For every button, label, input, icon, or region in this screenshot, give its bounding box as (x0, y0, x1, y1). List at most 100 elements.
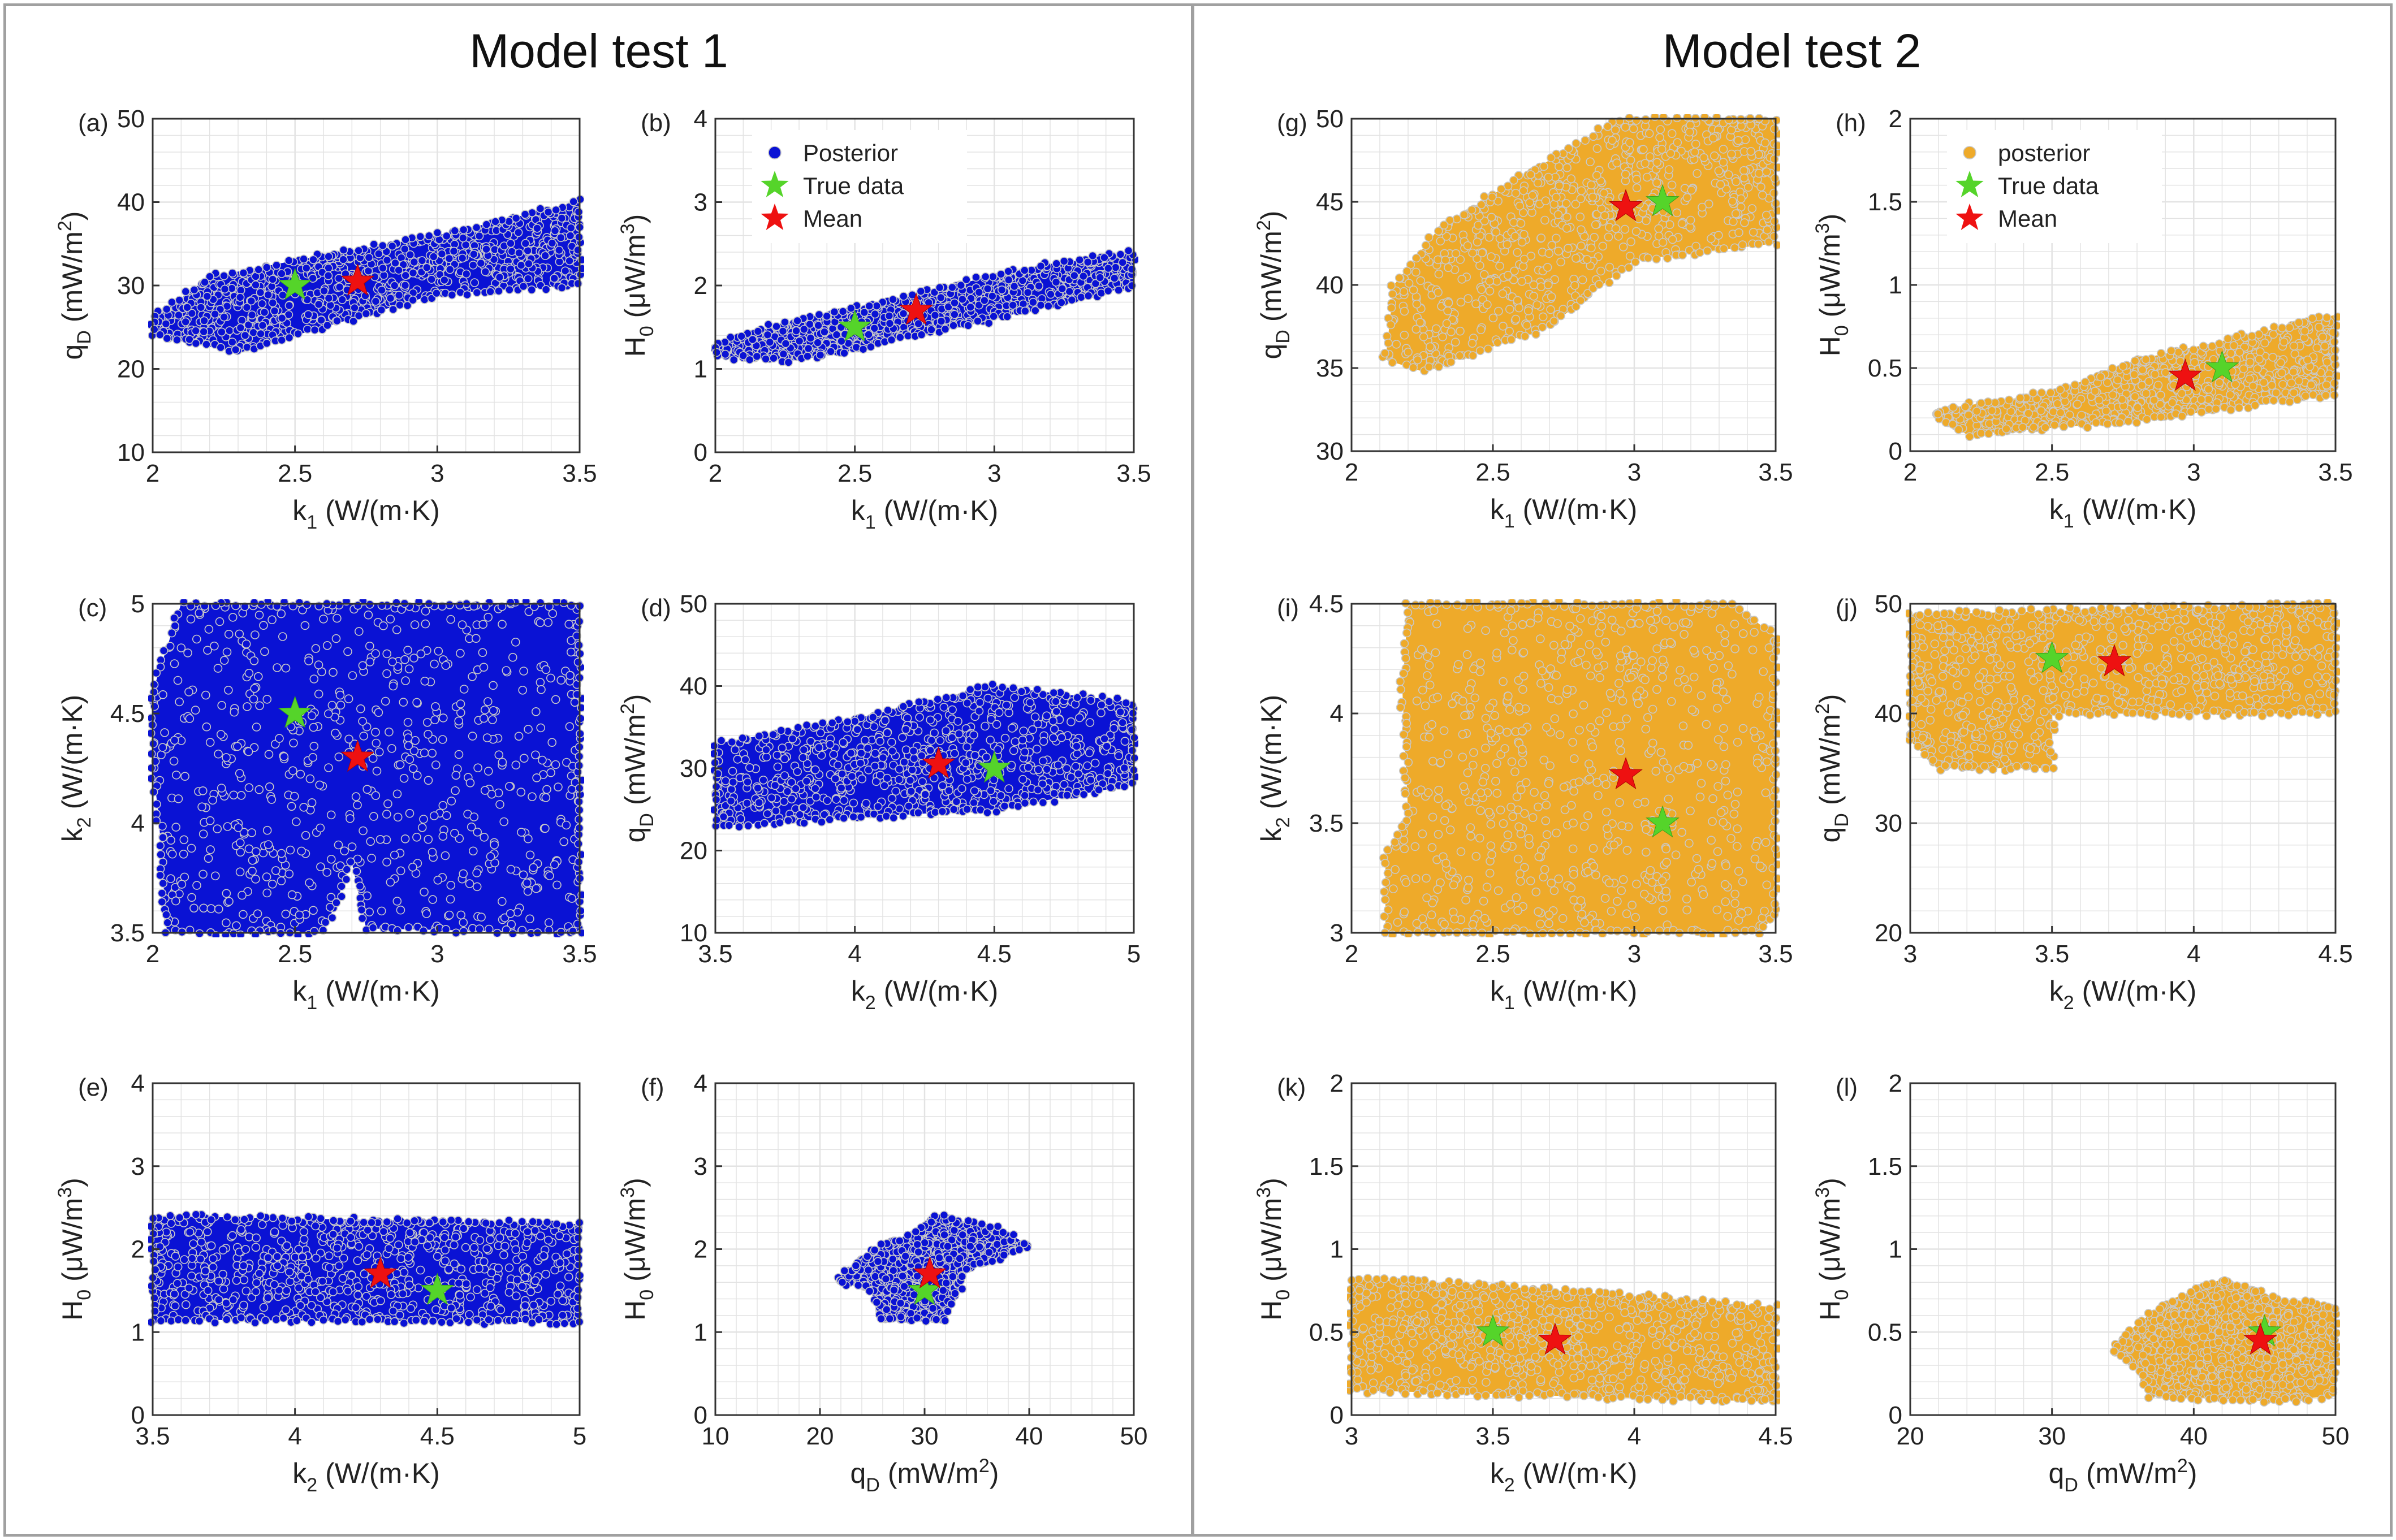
posterior-point (400, 834, 410, 843)
posterior-point (170, 1290, 179, 1299)
posterior-point (519, 282, 528, 291)
posterior-point (754, 732, 764, 741)
posterior-point (392, 599, 401, 607)
posterior-point (527, 285, 537, 295)
posterior-point (526, 1287, 536, 1296)
posterior-point (524, 725, 533, 734)
posterior-point (544, 918, 554, 927)
posterior-point (870, 1272, 880, 1281)
posterior-point (405, 1281, 414, 1290)
posterior-point (993, 745, 1003, 754)
y-tick-label: 2 (694, 272, 707, 300)
posterior-point (520, 1301, 530, 1310)
y-tick-label: 5 (131, 590, 145, 618)
posterior-point (416, 232, 425, 241)
posterior-point (560, 266, 570, 276)
posterior-point (204, 854, 213, 863)
posterior-point (791, 784, 800, 793)
posterior-point (741, 755, 750, 764)
posterior-point (156, 662, 165, 672)
posterior-point (936, 293, 946, 302)
posterior-point (1048, 716, 1057, 725)
posterior-point (564, 620, 574, 629)
posterior-point (577, 703, 584, 712)
posterior-point (251, 280, 260, 289)
posterior-point (268, 275, 278, 284)
posterior-point (1067, 295, 1077, 305)
posterior-point (1079, 271, 1088, 281)
posterior-point (281, 1305, 291, 1314)
posterior-point (244, 747, 253, 756)
posterior-point (214, 1295, 223, 1304)
posterior-point (901, 745, 911, 755)
posterior-point (307, 798, 317, 807)
posterior-point (878, 753, 888, 763)
posterior-point (556, 676, 566, 685)
posterior-point (327, 913, 337, 923)
posterior-point (926, 746, 935, 755)
posterior-point (444, 1265, 454, 1274)
posterior-point (1113, 694, 1122, 703)
posterior-point (1054, 760, 1063, 769)
posterior-point (379, 621, 388, 630)
posterior-point (864, 330, 873, 339)
posterior-point (346, 814, 355, 823)
posterior-point (350, 303, 359, 313)
y-tick-label: 4 (694, 105, 707, 133)
posterior-point (386, 1290, 396, 1299)
posterior-point (943, 1307, 952, 1316)
posterior-point (163, 918, 172, 927)
posterior-point (966, 302, 975, 312)
posterior-point (475, 1236, 485, 1245)
posterior-point (831, 774, 840, 784)
posterior-point (404, 741, 413, 750)
posterior-point (399, 1318, 409, 1328)
posterior-point (324, 252, 333, 261)
posterior-point (742, 798, 752, 808)
posterior-point (167, 849, 177, 859)
posterior-point (357, 905, 366, 915)
posterior-point (206, 1215, 216, 1225)
posterior-point (898, 1271, 907, 1281)
posterior-point (244, 320, 253, 330)
posterior-point (726, 332, 735, 342)
posterior-point (340, 1315, 350, 1325)
posterior-point (433, 1252, 442, 1261)
posterior-point (992, 720, 1001, 729)
posterior-point (186, 615, 196, 624)
posterior-point (834, 760, 843, 770)
posterior-point (899, 811, 908, 821)
posterior-point (529, 1300, 538, 1310)
posterior-point (305, 774, 315, 784)
posterior-point (456, 648, 465, 658)
posterior-point (234, 823, 243, 832)
posterior-point (231, 345, 240, 354)
posterior-point (957, 1284, 967, 1294)
posterior-point (459, 927, 468, 936)
posterior-point (792, 326, 801, 336)
x-tick-label: 3.5 (1116, 460, 1151, 487)
posterior-point (232, 1276, 241, 1285)
posterior-point (258, 321, 267, 330)
posterior-point (359, 732, 369, 741)
posterior-point (495, 1218, 504, 1227)
posterior-point (254, 785, 264, 794)
x-axis-label: k2 (W/(m·K) (851, 975, 999, 1014)
posterior-point (781, 339, 791, 348)
posterior-point (219, 271, 228, 280)
posterior-point (371, 297, 381, 306)
posterior-point (861, 736, 870, 745)
posterior-point (262, 888, 272, 898)
posterior-point (214, 905, 223, 914)
posterior-point (1128, 746, 1137, 755)
posterior-point (181, 1300, 191, 1309)
posterior-point (499, 1250, 508, 1260)
posterior-point (162, 910, 171, 919)
posterior-point (273, 1252, 282, 1261)
posterior-point (324, 293, 334, 303)
posterior-point (201, 1266, 210, 1275)
posterior-point (788, 734, 797, 743)
posterior-point (504, 217, 513, 226)
posterior-point (550, 226, 560, 235)
